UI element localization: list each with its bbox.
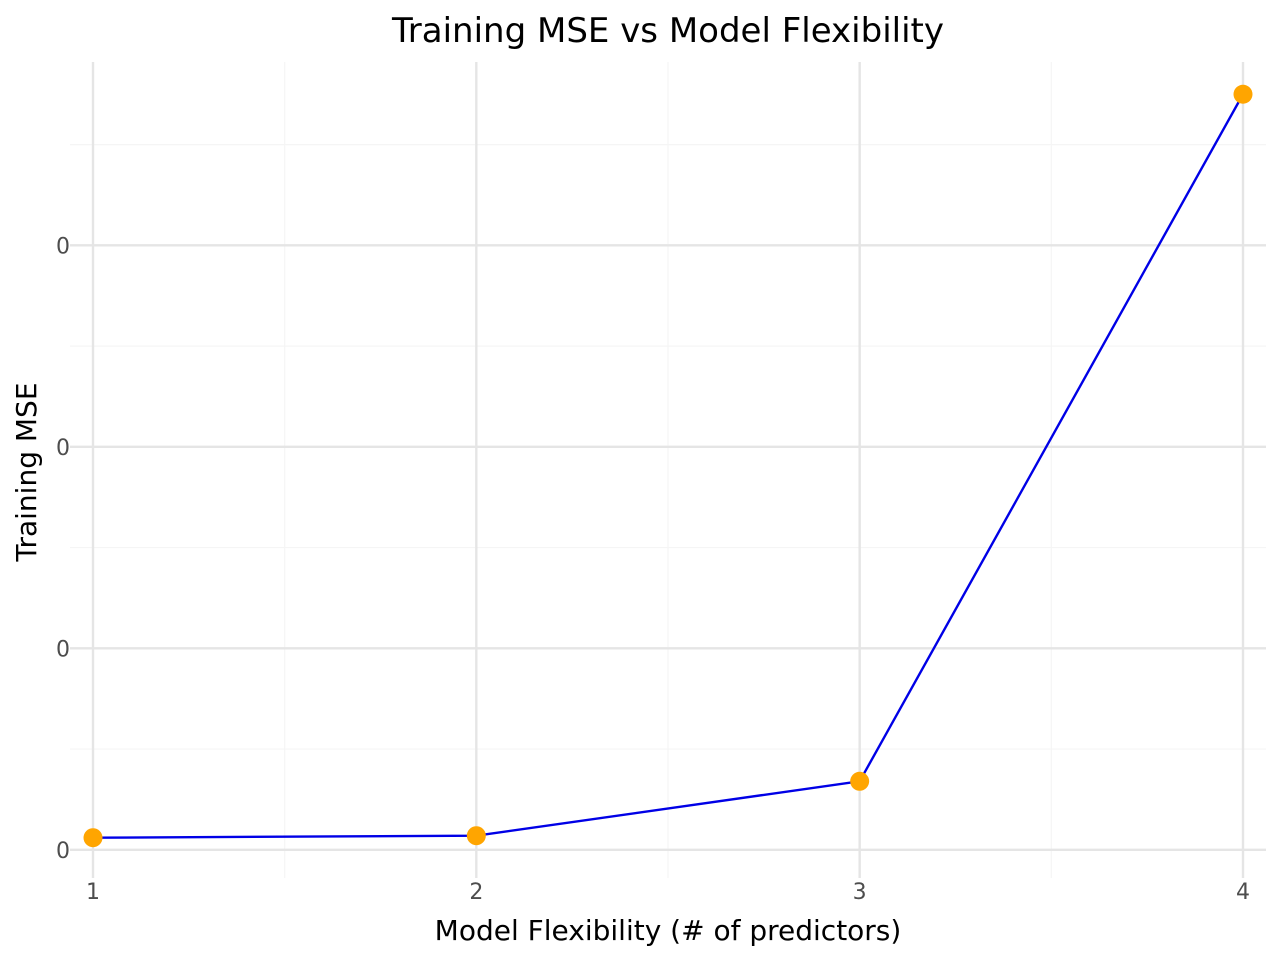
series-layer xyxy=(83,84,1253,848)
x-tick-label: 2 xyxy=(469,880,483,905)
y-axis-title: Training MSE xyxy=(10,382,43,562)
chart-title: Training MSE vs Model Flexibility xyxy=(391,11,944,51)
y-tick-label: 0 xyxy=(56,436,70,461)
x-axis-ticks: 1 2 3 4 xyxy=(86,880,1250,905)
y-tick-label: 0 xyxy=(56,839,70,864)
y-axis-ticks: 0 0 0 0 xyxy=(56,234,70,863)
data-point xyxy=(1233,84,1253,104)
data-point xyxy=(466,826,486,846)
x-tick-label: 1 xyxy=(86,880,100,905)
data-point xyxy=(83,828,103,848)
x-tick-label: 3 xyxy=(853,880,867,905)
y-tick-label: 0 xyxy=(56,637,70,662)
series-line xyxy=(92,93,1245,839)
x-axis-title: Model Flexibility (# of predictors) xyxy=(435,914,902,947)
minor-grid xyxy=(70,62,1266,878)
y-tick-label: 0 xyxy=(56,234,70,259)
major-grid xyxy=(70,62,1266,878)
x-tick-label: 4 xyxy=(1236,880,1250,905)
data-point xyxy=(850,771,870,791)
